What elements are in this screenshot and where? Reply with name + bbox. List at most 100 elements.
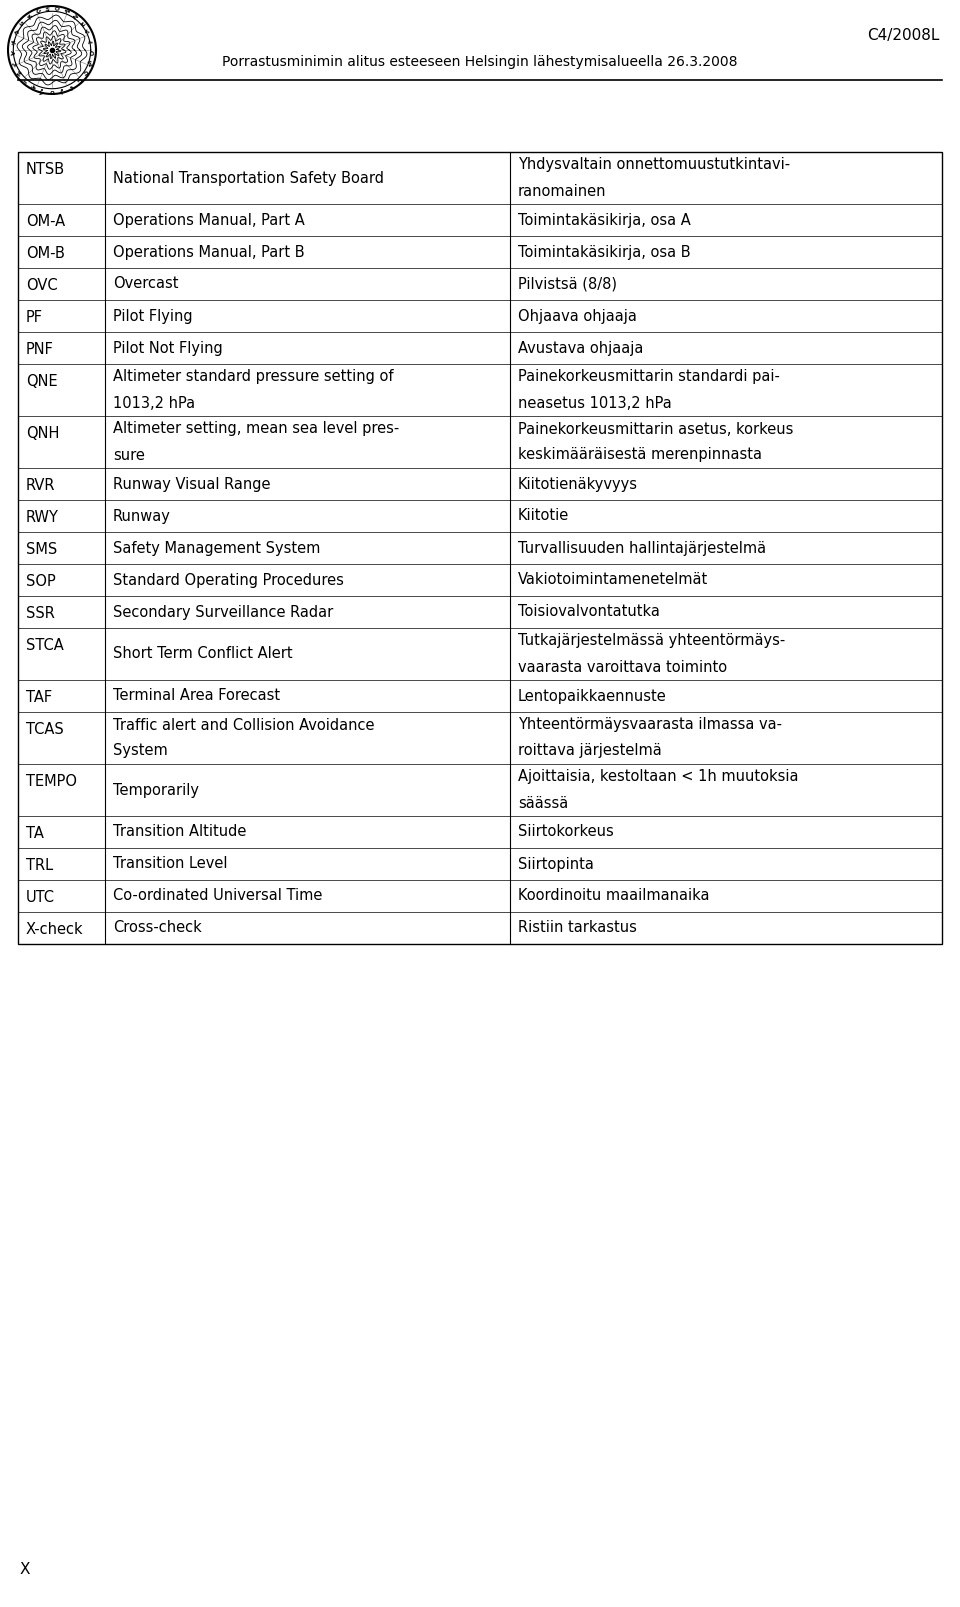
Text: TCAS: TCAS — [26, 722, 63, 738]
Text: Siirtokorkeus: Siirtokorkeus — [518, 824, 613, 839]
Text: OM-B: OM-B — [26, 246, 65, 260]
Text: NTSB: NTSB — [26, 162, 65, 177]
Text: Standard Operating Procedures: Standard Operating Procedures — [113, 572, 344, 588]
Text: 1013,2 hPa: 1013,2 hPa — [113, 395, 195, 410]
Text: E: E — [81, 21, 86, 27]
Text: Lentopaikkaennuste: Lentopaikkaennuste — [518, 688, 667, 704]
Text: RVR: RVR — [26, 477, 56, 493]
Text: I: I — [21, 77, 27, 82]
Text: Traffic alert and Collision Avoidance: Traffic alert and Collision Avoidance — [113, 717, 374, 733]
Text: Overcast: Overcast — [113, 276, 179, 291]
Text: Short Term Conflict Alert: Short Term Conflict Alert — [113, 646, 293, 662]
Text: Ristiin tarkastus: Ristiin tarkastus — [518, 921, 636, 935]
Text: Co-ordinated Universal Time: Co-ordinated Universal Time — [113, 889, 323, 903]
Text: Operations Manual, Part A: Operations Manual, Part A — [113, 212, 304, 228]
Text: System: System — [113, 744, 168, 759]
Text: O: O — [90, 50, 95, 55]
Text: •: • — [60, 88, 64, 93]
Text: roittava järjestelmä: roittava järjestelmä — [518, 744, 661, 759]
Text: QNE: QNE — [26, 374, 58, 389]
Text: Transition Altitude: Transition Altitude — [113, 824, 247, 839]
Text: Painekorkeusmittarin asetus, korkeus: Painekorkeusmittarin asetus, korkeus — [518, 421, 793, 437]
Text: S: S — [44, 6, 50, 13]
Text: sure: sure — [113, 447, 145, 463]
Text: N: N — [13, 69, 21, 76]
Text: Pilvistsä (8/8): Pilvistsä (8/8) — [518, 276, 617, 291]
Text: SOP: SOP — [26, 574, 56, 590]
Text: K: K — [25, 13, 32, 21]
Text: PF: PF — [26, 310, 43, 325]
Text: Toisiovalvontatutka: Toisiovalvontatutka — [518, 604, 660, 620]
Text: Yhteentörmäysvaarasta ilmassa va-: Yhteentörmäysvaarasta ilmassa va- — [518, 717, 782, 733]
Text: K: K — [9, 40, 14, 45]
Text: Toimintakäsikirja, osa A: Toimintakäsikirja, osa A — [518, 212, 691, 228]
Text: U: U — [84, 69, 90, 76]
Text: SSR: SSR — [26, 606, 55, 620]
Text: T: T — [39, 87, 44, 93]
Text: X: X — [20, 1562, 31, 1576]
Text: TA: TA — [26, 826, 44, 840]
Text: A: A — [9, 50, 13, 55]
Text: •: • — [40, 88, 44, 93]
Text: vaarasta varoittava toiminto: vaarasta varoittava toiminto — [518, 659, 727, 675]
Text: Ohjaava ohjaaja: Ohjaava ohjaaja — [518, 309, 636, 323]
Text: Pilot Flying: Pilot Flying — [113, 309, 193, 323]
Text: Ajoittaisia, kestoltaan < 1h muutoksia: Ajoittaisia, kestoltaan < 1h muutoksia — [518, 770, 799, 784]
Text: N: N — [72, 13, 80, 21]
Text: Porrastusminimin alitus esteeseen Helsingin lähestymisalueella 26.3.2008: Porrastusminimin alitus esteeseen Helsin… — [223, 55, 737, 69]
Text: U: U — [49, 88, 55, 93]
Text: Yhdysvaltain onnettomuustutkintavi-: Yhdysvaltain onnettomuustutkintavi- — [518, 157, 790, 172]
Text: OM-A: OM-A — [26, 214, 65, 230]
Text: RWY: RWY — [26, 509, 59, 525]
Text: Operations Manual, Part B: Operations Manual, Part B — [113, 244, 304, 259]
Text: keskimääräisestä merenpinnasta: keskimääräisestä merenpinnasta — [518, 447, 762, 463]
Text: T: T — [89, 40, 95, 45]
Text: K: K — [29, 82, 36, 90]
Text: S: S — [17, 21, 24, 27]
Text: N: N — [63, 8, 70, 16]
Text: T: T — [85, 29, 92, 35]
Text: TRL: TRL — [26, 858, 53, 873]
Text: TAF: TAF — [26, 689, 52, 705]
Text: Temporarily: Temporarily — [113, 783, 199, 797]
Text: Secondary Surveillance Radar: Secondary Surveillance Radar — [113, 604, 333, 620]
Text: T: T — [60, 87, 64, 93]
Text: S: S — [68, 82, 75, 88]
Text: Safety Management System: Safety Management System — [113, 540, 321, 556]
Text: Runway: Runway — [113, 508, 171, 524]
Text: UTC: UTC — [26, 890, 55, 905]
Text: ranomainen: ranomainen — [518, 183, 607, 199]
Text: Altimeter standard pressure setting of: Altimeter standard pressure setting of — [113, 370, 394, 384]
Text: M: M — [87, 59, 94, 66]
Text: Avustava ohjaaja: Avustava ohjaaja — [518, 341, 643, 355]
Text: Siirtopinta: Siirtopinta — [518, 857, 594, 871]
Text: Cross-check: Cross-check — [113, 921, 202, 935]
Text: E: E — [12, 29, 18, 35]
Bar — [18, 153, 942, 943]
Text: National Transportation Safety Board: National Transportation Safety Board — [113, 170, 384, 185]
Text: STCA: STCA — [26, 638, 63, 652]
Text: Altimeter setting, mean sea level pres-: Altimeter setting, mean sea level pres- — [113, 421, 399, 437]
Text: OVC: OVC — [26, 278, 58, 292]
Text: säässä: säässä — [518, 795, 568, 810]
Text: Toimintakäsikirja, osa B: Toimintakäsikirja, osa B — [518, 244, 690, 259]
Text: Kiitotie: Kiitotie — [518, 508, 569, 524]
Text: Runway Visual Range: Runway Visual Range — [113, 477, 271, 492]
Text: Turvallisuuden hallintajärjestelmä: Turvallisuuden hallintajärjestelmä — [518, 540, 766, 556]
Text: O: O — [54, 6, 60, 13]
Text: Pilot Not Flying: Pilot Not Flying — [113, 341, 223, 355]
Text: Vakiotoimintamenetelmät: Vakiotoimintamenetelmät — [518, 572, 708, 588]
Text: PNF: PNF — [26, 342, 54, 357]
Text: Tutkajärjestelmässä yhteentörmäys-: Tutkajärjestelmässä yhteentörmäys- — [518, 633, 785, 649]
Text: SMS: SMS — [26, 542, 58, 558]
Text: Transition Level: Transition Level — [113, 857, 228, 871]
Text: Terminal Area Forecast: Terminal Area Forecast — [113, 688, 280, 704]
Text: Kiitotienäkyvyys: Kiitotienäkyvyys — [518, 477, 638, 492]
Text: Koordinoitu maailmanaika: Koordinoitu maailmanaika — [518, 889, 709, 903]
Text: QNH: QNH — [26, 426, 60, 440]
Text: TEMPO: TEMPO — [26, 775, 77, 789]
Text: C4/2008L: C4/2008L — [868, 27, 940, 43]
Text: U: U — [34, 8, 40, 14]
Text: U: U — [77, 76, 84, 84]
Text: T: T — [10, 59, 16, 66]
